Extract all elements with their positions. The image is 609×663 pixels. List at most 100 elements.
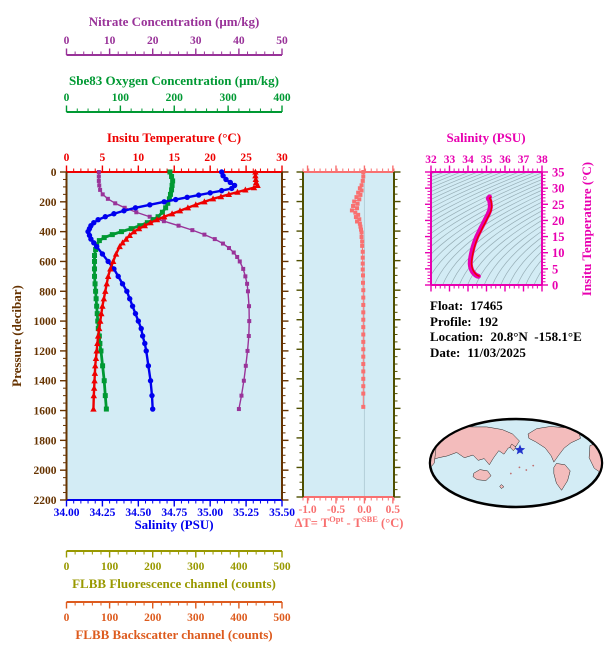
ts-profile-curve (467, 194, 493, 279)
location-label: Location: (430, 329, 484, 344)
tick-label: 10 (552, 246, 565, 260)
float-info-line-profile: Profile: 192 (430, 314, 582, 330)
map-continent (509, 443, 517, 452)
tick-label: 0.0 (357, 504, 372, 516)
delta-t-label-suffix: (°C) (377, 516, 404, 531)
tick-label: 100 (112, 92, 130, 104)
tick-label: 200 (144, 561, 162, 573)
tick-label: 500 (273, 612, 291, 624)
nitrate-axis-title: Nitrate Concentration (μm/kg) (88, 14, 260, 29)
tick-label: 1600 (34, 406, 57, 418)
tick-label: 10 (104, 35, 116, 47)
map-continent (553, 463, 571, 491)
tick-label: 0.5 (386, 504, 401, 516)
tick-label: 300 (220, 92, 238, 104)
float-label: Float: (430, 298, 464, 313)
nitrate-axis: 0 10 20 30 40 50 (64, 35, 288, 56)
salinity-profile-curve (85, 169, 238, 412)
tick-label: -1.0 (298, 504, 316, 516)
location-value: 20.8°N -158.1°E (490, 329, 582, 344)
map-island (532, 464, 535, 467)
temperature-axis-title: Insitu Temperature (°C) (106, 130, 242, 145)
delta-t-axis-label: ΔT= TOpt - TSBE (°C) (249, 514, 449, 531)
float-info-line-date: Date: 11/03/2025 (430, 345, 582, 361)
tick-label: 30 (276, 152, 288, 164)
oxygen-axis-title: Sbe83 Oxygen Concentration (μm/kg) (69, 73, 279, 88)
tick-label: 100 (101, 561, 119, 573)
map-island (509, 472, 512, 475)
delta-t-top-axis (302, 165, 395, 173)
tick-label: 1000 (34, 316, 57, 328)
date-value: 11/03/2025 (467, 344, 526, 360)
float-value: 17465 (470, 298, 503, 313)
ts-salinity-axis-title: Salinity (PSU) (446, 130, 526, 145)
nitrate-profile-curve (96, 170, 252, 412)
tick-label: 34 (462, 154, 474, 166)
tick-label: 37 (518, 154, 530, 166)
float-info-line-float: Float: 17465 (430, 298, 582, 314)
float-info-block: Float: 17465 Profile: 192 Location: 20.8°N … (430, 298, 582, 360)
tick-label: 15 (552, 230, 565, 244)
tick-label: 400 (39, 227, 57, 239)
tick-label: 35 (481, 154, 493, 166)
tick-label: 0 (64, 152, 70, 164)
pressure-axis-left: 0 200 400 600 800 1000 1200 1400 1600 1800 2000 220… (34, 167, 68, 507)
tick-label: 5 (100, 152, 106, 164)
backscatter-axis: 0 100 200 300 400 500 (64, 601, 291, 624)
tick-label: 1800 (34, 435, 57, 447)
ts-frame: 32 33 34 35 36 37 38 0 5 10 15 20 25 30 35 (425, 154, 565, 293)
tick-label: 20 (552, 214, 565, 228)
map-continent (472, 469, 492, 481)
tick-label: 25 (240, 152, 252, 164)
tick-label: 400 (230, 561, 248, 573)
tick-label: 0 (51, 167, 57, 179)
tick-label: 200 (144, 612, 162, 624)
salinity-axis-title: Salinity (PSU) (134, 517, 214, 532)
temperature-profile-curve (90, 168, 261, 412)
tick-label: 34.75 (161, 507, 187, 519)
tick-label: 20 (147, 35, 159, 47)
delta-t-label-sup-sbe: SBE (361, 514, 378, 524)
tick-label: 300 (187, 561, 205, 573)
world-map (428, 417, 604, 509)
tick-label: 34.00 (54, 507, 80, 519)
profile-value: 192 (478, 313, 499, 329)
salinity-axis: 34.00 34.25 34.50 34.75 35.00 35.25 35.50 (54, 499, 295, 519)
tick-label: 30 (190, 35, 202, 47)
map-island (518, 466, 521, 469)
map-island (525, 469, 528, 471)
tick-label: 35.50 (269, 507, 295, 519)
float-location-star-icon (514, 444, 526, 455)
float-info-line-location: Location: 20.8°N -158.1°E (430, 329, 582, 345)
tick-label: 500 (273, 561, 291, 573)
map-continent (527, 426, 581, 463)
profile-label: Profile: (430, 313, 472, 329)
tick-label: 600 (39, 256, 57, 268)
backscatter-axis-title: FLBB Backscatter channel (counts) (75, 627, 273, 642)
tick-label: 38 (536, 154, 548, 166)
tick-label: 40 (233, 35, 245, 47)
tick-label: 30 (552, 182, 565, 196)
main-profile-panel (66, 172, 282, 500)
tick-label: 0 (64, 92, 70, 104)
delta-t-label-mid: - T (343, 516, 362, 531)
map-landmasses (431, 425, 601, 491)
tick-label: 20 (204, 152, 216, 164)
tick-label: 0 (64, 561, 70, 573)
fluorescence-axis-title: FLBB Fluorescence channel (counts) (72, 576, 276, 591)
map-outline (428, 417, 604, 509)
tick-label: 5 (552, 262, 558, 276)
fluorescence-axis: 0 100 200 300 400 500 (64, 550, 291, 573)
tick-label: 800 (39, 286, 57, 298)
delta-t-label-sup-opt: Opt (329, 514, 344, 524)
temperature-axis: 0 5 10 15 20 25 30 (64, 152, 288, 173)
tick-label: 400 (273, 92, 291, 104)
tick-label: 34.25 (89, 507, 115, 519)
tick-label: 50 (276, 35, 288, 47)
tick-label: 2200 (34, 495, 57, 507)
tick-label: 25 (552, 198, 565, 212)
tick-label: 36 (499, 154, 511, 166)
map-continent (499, 484, 505, 489)
